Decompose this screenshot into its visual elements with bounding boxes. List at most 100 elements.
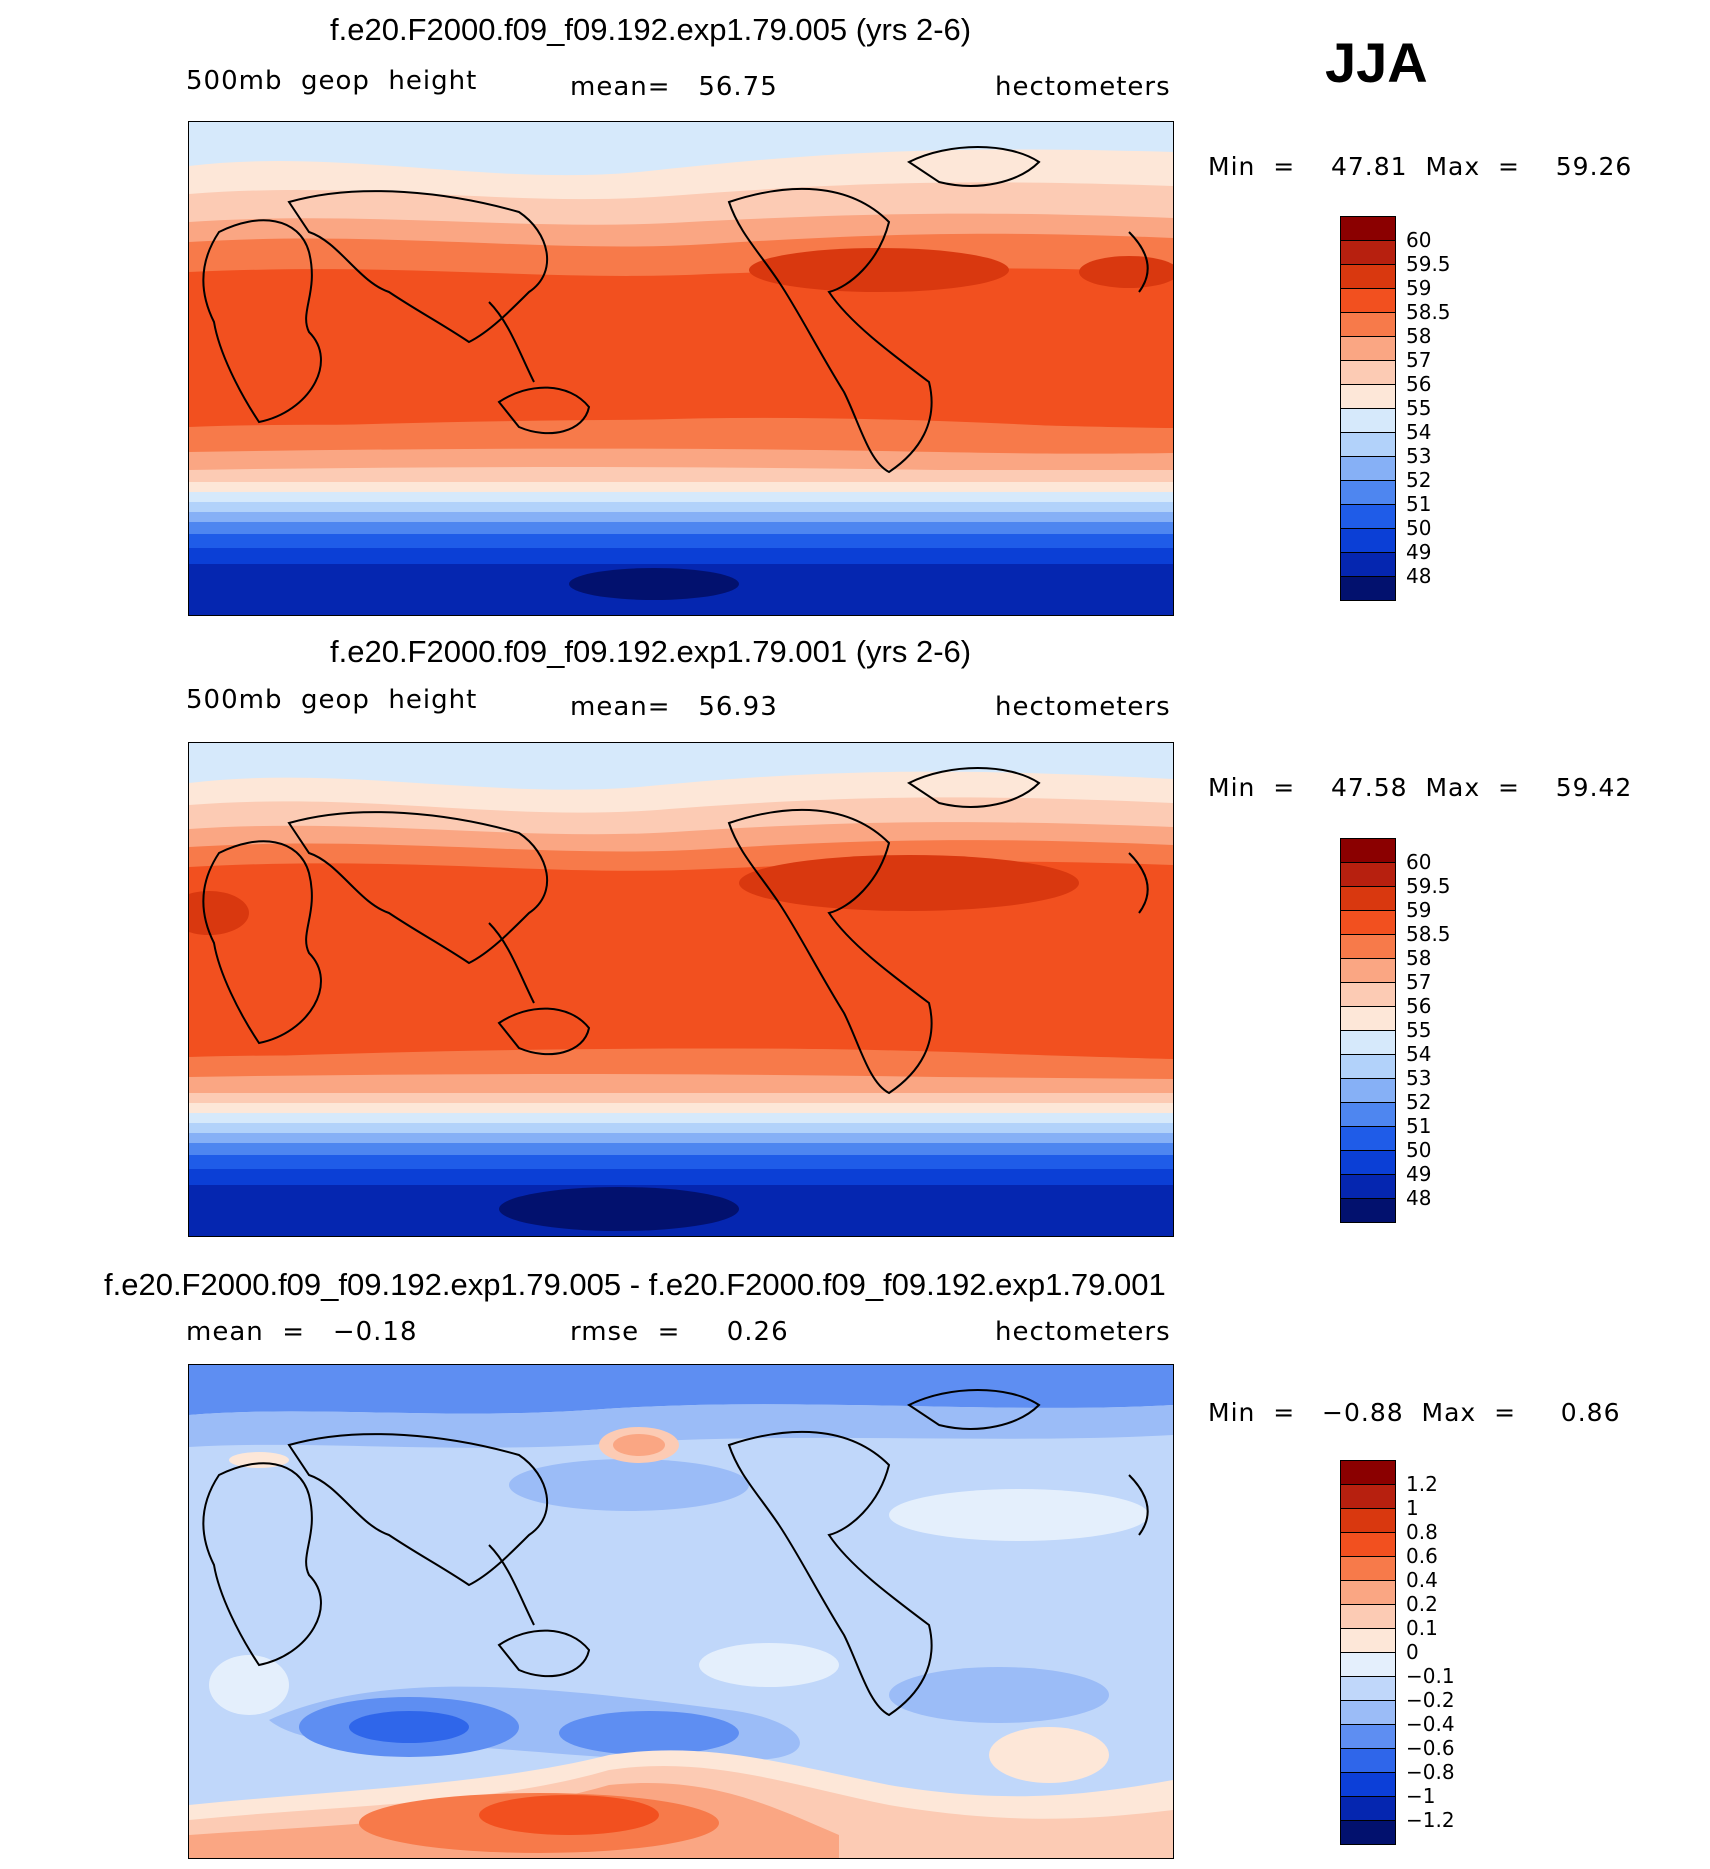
colorbar-label: 58.5	[1406, 300, 1451, 324]
colorbar-label: 59.5	[1406, 252, 1451, 276]
colorbar-swatch	[1340, 456, 1396, 481]
colorbar-label: 56	[1406, 994, 1432, 1018]
colorbar-swatch	[1340, 240, 1396, 265]
colorbar-label: 57	[1406, 970, 1432, 994]
colorbar-label: 0.2	[1406, 1592, 1438, 1616]
colorbar-swatch	[1340, 1198, 1396, 1223]
colorbar-swatch	[1340, 336, 1396, 361]
colorbar-swatch	[1340, 934, 1396, 959]
colorbar-swatch	[1340, 312, 1396, 337]
panel-3-colorbar: 1.2 1 0.8 0.6 0.4 0.2 0.1 0 −0.1 −0.2 −0.4 −0.6 −0.8…	[1340, 1460, 1455, 1845]
panel-1-min-max: Min = 47.81 Max = 59.26	[1208, 152, 1633, 181]
panel-2-variable: 500mb geop height	[186, 685, 478, 715]
panel-2-mean: mean= 56.93	[570, 692, 778, 722]
colorbar-swatch	[1340, 1006, 1396, 1031]
colorbar-label: −1	[1406, 1784, 1436, 1808]
colorbar-label: 60	[1406, 228, 1432, 252]
panel-2-contour-field	[189, 743, 1173, 1236]
colorbar-label: 54	[1406, 420, 1432, 444]
panel-3-min-max: Min = −0.88 Max = 0.86	[1208, 1398, 1621, 1427]
colorbar-swatch	[1340, 1628, 1396, 1653]
colorbar-label: 0.8	[1406, 1520, 1438, 1544]
colorbar-label: 56	[1406, 372, 1432, 396]
colorbar-label: 1.2	[1406, 1472, 1438, 1496]
colorbar-label: 52	[1406, 1090, 1432, 1114]
colorbar-label: 50	[1406, 516, 1432, 540]
colorbar-swatch	[1340, 1700, 1396, 1725]
colorbar-label: −0.6	[1406, 1736, 1455, 1760]
panel-1-variable: 500mb geop height	[186, 66, 478, 96]
colorbar-label: 58.5	[1406, 922, 1451, 946]
panel-3-rmse: rmse = 0.26	[570, 1317, 789, 1347]
colorbar-label: 59	[1406, 898, 1432, 922]
panel-1-units: hectometers	[995, 72, 1171, 102]
colorbar-swatch	[1340, 1772, 1396, 1797]
colorbar-label: 51	[1406, 492, 1432, 516]
colorbar-swatch	[1340, 288, 1396, 313]
colorbar-swatch	[1340, 838, 1396, 863]
colorbar-swatch	[1340, 958, 1396, 983]
colorbar-swatch	[1340, 360, 1396, 385]
panel-3-title: f.e20.F2000.f09_f09.192.exp1.79.005 - f.…	[104, 1267, 1166, 1302]
colorbar-label: −0.1	[1406, 1664, 1455, 1688]
colorbar-label: 54	[1406, 1042, 1432, 1066]
colorbar-label: 48	[1406, 1186, 1432, 1210]
colorbar-swatch	[1340, 1724, 1396, 1749]
colorbar-swatch	[1340, 886, 1396, 911]
panel-3-units: hectometers	[995, 1317, 1171, 1347]
colorbar-swatch	[1340, 1556, 1396, 1581]
panel-1-mean: mean= 56.75	[570, 72, 778, 102]
colorbar-label: −0.4	[1406, 1712, 1455, 1736]
colorbar-label: 59	[1406, 276, 1432, 300]
colorbar-label: 0	[1406, 1640, 1419, 1664]
colorbar-swatch	[1340, 264, 1396, 289]
colorbar-swatch	[1340, 1748, 1396, 1773]
colorbar-swatch	[1340, 1150, 1396, 1175]
panel-1-contour-field	[189, 122, 1173, 615]
colorbar-swatch	[1340, 1580, 1396, 1605]
panel-1-colorbar: 60 59.5 59 58.5 58 57 56 55 54 53 52 51 50 49 48	[1340, 216, 1451, 601]
colorbar-label: 0.1	[1406, 1616, 1438, 1640]
colorbar-swatch	[1340, 1676, 1396, 1701]
panel-2-title: f.e20.F2000.f09_f09.192.exp1.79.001 (yrs…	[330, 634, 972, 669]
colorbar-swatch	[1340, 504, 1396, 529]
panel-3-mean: mean = −0.18	[186, 1317, 418, 1347]
colorbar-swatch	[1340, 910, 1396, 935]
colorbar-swatch	[1340, 1532, 1396, 1557]
colorbar-swatch	[1340, 1078, 1396, 1103]
panel-1-map	[188, 121, 1174, 616]
colorbar-label: 1	[1406, 1496, 1419, 1520]
colorbar-label: 48	[1406, 564, 1432, 588]
colorbar-swatch	[1340, 552, 1396, 577]
colorbar-swatch	[1340, 1054, 1396, 1079]
colorbar-swatch	[1340, 384, 1396, 409]
colorbar-swatch	[1340, 1102, 1396, 1127]
colorbar-label: 59.5	[1406, 874, 1451, 898]
panel-1-title: f.e20.F2000.f09_f09.192.exp1.79.005 (yrs…	[330, 12, 972, 47]
colorbar-label: 50	[1406, 1138, 1432, 1162]
colorbar-label: −0.2	[1406, 1688, 1455, 1712]
colorbar-label: 57	[1406, 348, 1432, 372]
colorbar-label: 53	[1406, 444, 1432, 468]
colorbar-label: 58	[1406, 324, 1432, 348]
colorbar-swatch	[1340, 1796, 1396, 1821]
colorbar-swatch	[1340, 432, 1396, 457]
colorbar-swatch	[1340, 1484, 1396, 1509]
colorbar-label: 49	[1406, 540, 1432, 564]
colorbar-swatch	[1340, 528, 1396, 553]
colorbar-label: 49	[1406, 1162, 1432, 1186]
colorbar-label: −0.8	[1406, 1760, 1455, 1784]
colorbar-swatch	[1340, 1820, 1396, 1845]
panel-2-min-max: Min = 47.58 Max = 59.42	[1208, 773, 1633, 802]
colorbar-swatch	[1340, 1460, 1396, 1485]
colorbar-swatch	[1340, 1126, 1396, 1151]
season-label: JJA	[1325, 31, 1428, 94]
colorbar-swatch	[1340, 216, 1396, 241]
colorbar-swatch	[1340, 408, 1396, 433]
colorbar-label: 58	[1406, 946, 1432, 970]
colorbar-label: 55	[1406, 1018, 1432, 1042]
colorbar-label: 51	[1406, 1114, 1432, 1138]
colorbar-swatch	[1340, 1604, 1396, 1629]
panel-2-units: hectometers	[995, 692, 1171, 722]
colorbar-label: 0.6	[1406, 1544, 1438, 1568]
